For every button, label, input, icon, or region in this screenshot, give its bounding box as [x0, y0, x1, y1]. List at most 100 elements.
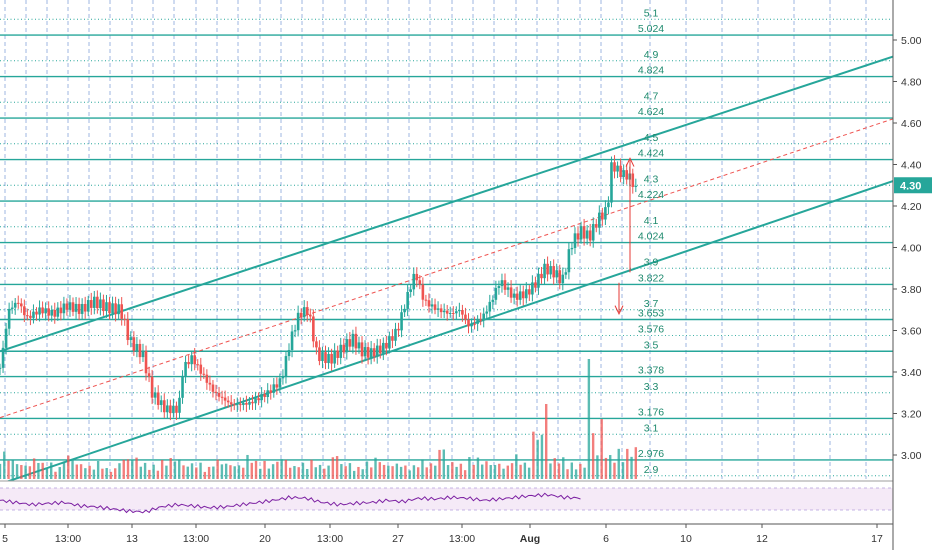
candle-body — [166, 405, 169, 413]
fib-level-label: 2.9 — [644, 464, 659, 476]
candle-body — [570, 247, 574, 250]
volume-bar — [11, 460, 15, 479]
candle-body — [464, 314, 467, 320]
candle-body — [345, 339, 349, 353]
volume-bar — [523, 462, 527, 479]
time-tick-label: 17 — [871, 533, 883, 545]
fib-level-label: 4.9 — [644, 49, 659, 61]
volume-bar — [459, 463, 463, 479]
volume-bar — [412, 465, 416, 479]
volume-bar — [378, 462, 381, 479]
channel-upper-line — [0, 55, 894, 353]
candle-body — [549, 266, 552, 275]
volume-bar — [438, 449, 441, 479]
candle-body — [421, 284, 425, 300]
volume-bar — [493, 465, 497, 479]
volume-bar — [621, 462, 625, 479]
fib-level-label: 4.224 — [638, 189, 664, 201]
volume-bar — [348, 463, 352, 479]
volume-bar — [468, 457, 471, 479]
volume-bar — [229, 465, 232, 479]
volume-bar — [557, 463, 561, 479]
price-candles — [0, 155, 638, 421]
candle-body — [418, 280, 422, 285]
fib-level-label: 4.5 — [644, 132, 659, 144]
candle-body — [375, 345, 379, 357]
candle-body — [135, 343, 139, 351]
candle-body — [406, 291, 409, 309]
volume-bar — [434, 465, 437, 479]
volume-bar — [609, 455, 612, 479]
candle-body — [47, 308, 50, 316]
candle-body — [497, 286, 501, 288]
volume-bar — [131, 459, 134, 479]
volume-bar — [75, 464, 79, 479]
candle-body — [62, 303, 66, 314]
candle-body — [156, 392, 160, 405]
time-axis[interactable]: 5 13:00 13 13:00 20 13:00 27 13:00 Aug 6 10 12 17 — [0, 523, 893, 545]
volume-bar — [182, 465, 185, 479]
candle-body — [71, 302, 75, 312]
fib-level-label: 3.653 — [638, 308, 664, 320]
volume-bar — [152, 464, 155, 479]
price-tick-label: 4.80 — [901, 77, 922, 89]
volume-bar — [344, 466, 347, 479]
volume-bar — [314, 467, 317, 479]
candle-body — [521, 291, 525, 299]
candle-body — [26, 315, 29, 317]
volume-bar — [233, 466, 236, 479]
volume-bar — [425, 467, 428, 479]
volume-bar — [250, 462, 253, 479]
candle-body — [269, 390, 273, 393]
candle-body — [369, 348, 373, 358]
candle-body — [594, 224, 598, 228]
fib-level-label: 4.024 — [638, 231, 664, 243]
volume-bar — [41, 462, 44, 479]
candle-body — [211, 384, 215, 392]
candle-body — [613, 162, 616, 172]
price-axis[interactable]: 5.00 4.80 4.60 4.40 4.20 4.00 3.80 3.60 3.40 3.20… — [892, 0, 932, 550]
candle-body — [585, 230, 589, 239]
fib-level-label: 3.5 — [644, 339, 659, 351]
candle-body — [193, 355, 196, 365]
candle-body — [555, 270, 559, 278]
candle-body — [114, 303, 117, 315]
price-tick-label: 5.00 — [901, 35, 922, 47]
volume-bar — [352, 470, 356, 479]
candle-body — [77, 303, 81, 314]
candle-body — [439, 308, 443, 313]
volume-bar — [96, 460, 100, 479]
candle-body — [506, 287, 510, 290]
volume-bar — [387, 465, 390, 479]
candle-body — [424, 299, 428, 301]
price-tick-label: 3.20 — [901, 409, 922, 421]
candle-body — [458, 310, 461, 312]
candle-body — [208, 382, 212, 385]
candle-body — [558, 270, 562, 284]
candle-body — [448, 313, 452, 315]
volume-bar — [510, 463, 514, 479]
fib-level-label: 3.176 — [638, 406, 664, 418]
candle-body — [327, 353, 330, 364]
candle-body — [126, 319, 130, 341]
volume-bar — [331, 457, 335, 479]
fib-level-label: 4.3 — [644, 173, 659, 185]
fib-level-label: 3.378 — [638, 365, 664, 377]
volume-bar — [549, 463, 552, 479]
candle-body — [625, 170, 628, 180]
volume-bar — [45, 468, 49, 479]
current-price-tag — [894, 177, 932, 194]
candle-body — [50, 309, 54, 316]
volume-bar — [79, 464, 83, 479]
candle-body — [59, 307, 63, 314]
volume-bar — [532, 431, 535, 479]
volume-bar — [562, 457, 565, 479]
candle-body — [117, 304, 120, 315]
candle-body — [400, 312, 403, 331]
candle-body — [284, 356, 288, 377]
candle-body — [318, 347, 321, 362]
candle-body — [68, 302, 72, 310]
time-tick-label: 6 — [603, 533, 609, 545]
fib-level-label: 3.9 — [644, 256, 659, 268]
candle-body — [16, 302, 20, 304]
